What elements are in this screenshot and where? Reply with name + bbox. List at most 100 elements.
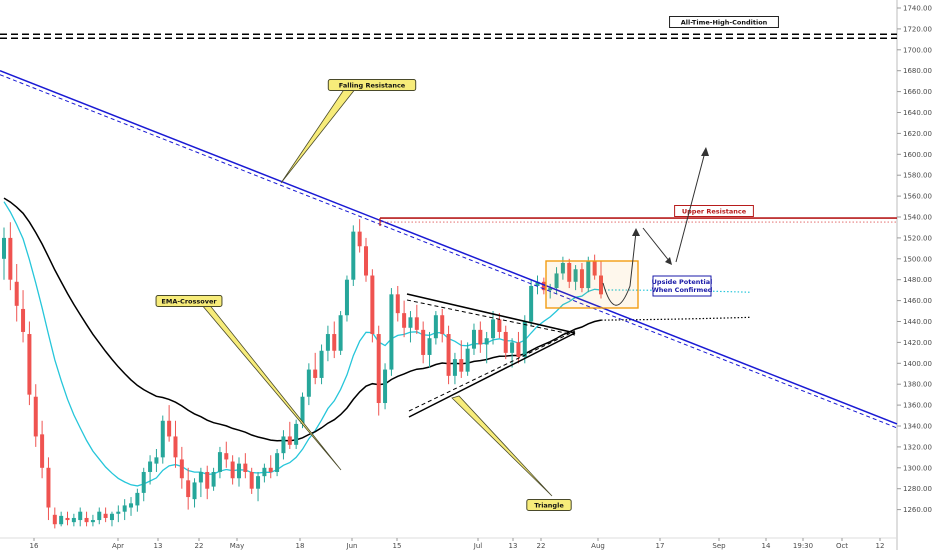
candle-body bbox=[129, 503, 134, 508]
candle-body bbox=[27, 334, 32, 395]
candle-body bbox=[344, 279, 349, 316]
candle-body bbox=[97, 511, 102, 521]
candle-body bbox=[592, 260, 597, 276]
x-tick-label: 17 bbox=[656, 542, 665, 550]
y-tick-label: 1420.000 bbox=[903, 339, 932, 347]
candle-body bbox=[313, 369, 318, 378]
candle-body bbox=[586, 260, 591, 289]
y-tick-label: 1400.000 bbox=[903, 360, 932, 368]
y-tick-label: 1580.000 bbox=[903, 172, 932, 180]
projection-arrow-3 bbox=[701, 147, 709, 156]
candle-body bbox=[554, 273, 559, 289]
y-tick-label: 1320.000 bbox=[903, 443, 932, 451]
y-tick-label: 1260.000 bbox=[903, 506, 932, 514]
triangle-box bbox=[526, 499, 572, 511]
candle-body bbox=[503, 331, 508, 353]
candle-body bbox=[300, 396, 305, 424]
candle-body bbox=[167, 420, 172, 437]
candle-body bbox=[579, 269, 584, 289]
y-tick-label: 1720.000 bbox=[903, 25, 932, 33]
upside-label-line2: When Confirmed bbox=[652, 286, 713, 294]
ath-label: All-Time-High-Condition bbox=[681, 18, 768, 26]
y-tick-label: 1360.000 bbox=[903, 402, 932, 410]
candle-body bbox=[217, 452, 222, 472]
y-tick-label: 1740.000 bbox=[903, 5, 932, 13]
candle-body bbox=[198, 471, 203, 483]
y-tick-label: 1460.000 bbox=[903, 297, 932, 305]
candle-body bbox=[71, 517, 76, 523]
candle-body bbox=[8, 237, 13, 280]
candle-body bbox=[262, 467, 267, 477]
upper-resistance-box bbox=[674, 205, 754, 217]
ema-slow-line bbox=[3, 197, 602, 442]
upside-box bbox=[652, 275, 712, 297]
candle-body bbox=[389, 294, 394, 370]
x-tick-label: 16 bbox=[30, 542, 39, 550]
candle-body bbox=[109, 513, 114, 521]
candle-body bbox=[249, 471, 254, 489]
candle-body bbox=[370, 275, 375, 335]
x-tick-label: Apr bbox=[112, 542, 124, 550]
upside-label-line1: Upside Potential bbox=[652, 278, 713, 286]
projection-path-3 bbox=[675, 151, 706, 263]
candle-body bbox=[236, 463, 241, 479]
candle-body bbox=[351, 231, 356, 280]
candle-body bbox=[103, 513, 108, 518]
x-tick-label: 19:30 bbox=[793, 542, 813, 550]
annotation-layer: All-Time-High-Condition Falling Resistanc… bbox=[0, 16, 898, 511]
candle-body bbox=[2, 237, 6, 259]
upper-resistance-label: Upper Resistance bbox=[682, 207, 747, 215]
x-tick-label: Aug bbox=[591, 542, 605, 550]
candle-body bbox=[433, 315, 438, 339]
candle-body bbox=[446, 334, 451, 376]
candles-layer bbox=[2, 219, 603, 529]
candle-body bbox=[14, 281, 19, 306]
falling-resistance-line bbox=[0, 70, 898, 425]
y-tick-label: 1640.000 bbox=[903, 109, 932, 117]
candle-body bbox=[516, 342, 521, 358]
projection-path-1 bbox=[602, 231, 637, 306]
candle-body bbox=[122, 505, 127, 512]
y-tick-label: 1700.000 bbox=[903, 46, 932, 54]
candle-body bbox=[599, 275, 603, 295]
candle-body bbox=[484, 338, 489, 345]
candle-body bbox=[497, 319, 502, 332]
candle-body bbox=[452, 359, 457, 376]
candle-body bbox=[186, 480, 191, 498]
x-tick-label: Jun bbox=[346, 542, 358, 550]
falling-resistance-pointer bbox=[280, 87, 357, 184]
candle-body bbox=[408, 317, 413, 328]
candle-body bbox=[33, 396, 38, 437]
ema-fast-projection bbox=[600, 289, 751, 293]
candle-body bbox=[306, 369, 311, 397]
y-tick-label: 1520.000 bbox=[903, 234, 932, 242]
candle-body bbox=[332, 334, 337, 351]
candle-body bbox=[46, 467, 51, 508]
candle-body bbox=[179, 459, 184, 479]
candle-body bbox=[478, 329, 483, 345]
candle-body bbox=[541, 281, 546, 291]
candle-body bbox=[281, 436, 286, 454]
candle-body bbox=[40, 434, 45, 468]
candle-body bbox=[192, 482, 197, 500]
falling-resistance-box bbox=[327, 79, 417, 91]
candle-body bbox=[560, 262, 565, 274]
candle-body bbox=[224, 453, 229, 460]
y-tick-label: 1540.000 bbox=[903, 214, 932, 222]
candle-body bbox=[567, 262, 572, 282]
candle-body bbox=[529, 285, 534, 322]
candle-body bbox=[414, 317, 419, 330]
candle-body bbox=[148, 461, 153, 472]
x-tick-label: Oct bbox=[836, 542, 848, 550]
x-tick-label: 22 bbox=[537, 542, 546, 550]
ema-crossover-pointer bbox=[195, 297, 342, 471]
projection-path-2 bbox=[642, 227, 671, 263]
candle-body bbox=[395, 294, 400, 314]
candle-body bbox=[65, 517, 70, 521]
ath-box bbox=[669, 16, 779, 28]
candle-body bbox=[154, 457, 159, 464]
y-tick-label: 1340.000 bbox=[903, 423, 932, 431]
candle-body bbox=[548, 288, 553, 291]
